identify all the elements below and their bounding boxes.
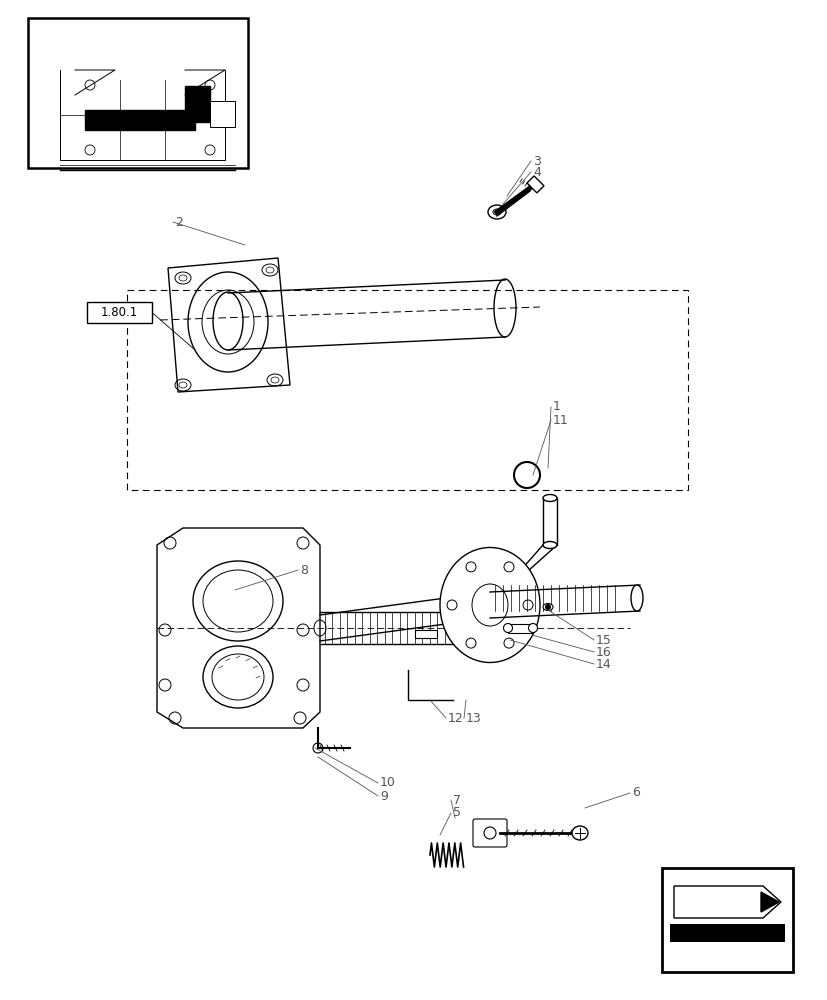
Text: 15: 15 bbox=[595, 634, 611, 646]
Bar bbox=[669, 924, 784, 942]
Bar bbox=[662, 868, 792, 972]
Text: 1.80.1: 1.80.1 bbox=[101, 306, 138, 319]
Text: 9: 9 bbox=[380, 790, 387, 802]
Ellipse shape bbox=[630, 585, 643, 611]
Bar bbox=[28, 18, 248, 168]
Bar bbox=[526, 176, 543, 193]
Text: 6: 6 bbox=[631, 786, 639, 799]
Text: 11: 11 bbox=[552, 414, 568, 426]
Bar bbox=[87, 302, 152, 323]
Bar bbox=[210, 101, 235, 127]
Text: 5: 5 bbox=[452, 806, 461, 819]
Text: 4: 4 bbox=[533, 166, 540, 179]
Ellipse shape bbox=[439, 548, 539, 662]
Text: 13: 13 bbox=[466, 711, 481, 724]
Text: 1: 1 bbox=[552, 400, 560, 414]
Polygon shape bbox=[760, 892, 778, 912]
Polygon shape bbox=[673, 886, 780, 918]
Text: 2: 2 bbox=[174, 216, 183, 229]
Ellipse shape bbox=[528, 624, 537, 632]
Text: 10: 10 bbox=[380, 776, 395, 790]
Ellipse shape bbox=[543, 494, 557, 502]
FancyBboxPatch shape bbox=[472, 819, 506, 847]
Ellipse shape bbox=[571, 826, 587, 840]
Circle shape bbox=[544, 604, 550, 610]
Bar bbox=[414, 630, 437, 638]
Ellipse shape bbox=[543, 542, 557, 548]
Text: 12: 12 bbox=[447, 711, 463, 724]
Text: 3: 3 bbox=[533, 155, 540, 168]
Text: 14: 14 bbox=[595, 658, 611, 670]
Bar bbox=[543, 498, 557, 545]
Bar bbox=[184, 86, 210, 122]
Ellipse shape bbox=[503, 624, 512, 632]
Text: 16: 16 bbox=[595, 646, 611, 658]
Bar bbox=[508, 624, 533, 633]
Text: 8: 8 bbox=[299, 564, 308, 576]
Bar bbox=[85, 110, 195, 130]
Text: 7: 7 bbox=[452, 793, 461, 806]
Ellipse shape bbox=[543, 603, 552, 610]
